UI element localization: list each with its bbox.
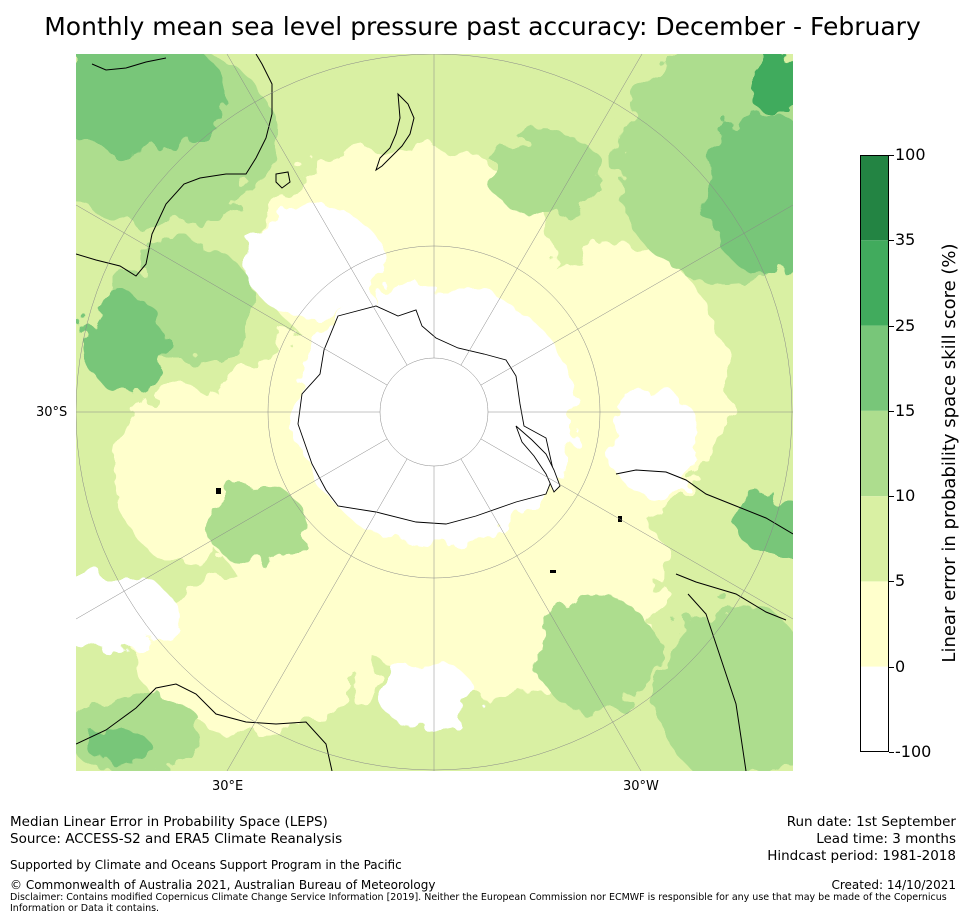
colorbar-border — [860, 155, 889, 752]
lead-time: Lead time: 3 months — [816, 831, 956, 847]
leps-line: Median Linear Error in Probability Space… — [10, 814, 328, 830]
australia-north-coastline — [91, 57, 167, 71]
graticule — [76, 54, 793, 771]
south-america-coastline-2 — [675, 573, 787, 621]
colorbar-tick-mark — [889, 581, 894, 583]
antarctic-peninsula — [515, 425, 561, 493]
colorbar-segment — [860, 581, 889, 667]
colorbar-segment — [860, 155, 889, 241]
south-america-coastline — [615, 469, 793, 535]
colorbar — [860, 155, 889, 752]
colorbar-segment — [860, 410, 889, 497]
colorbar-label: Linear error in probability space skill … — [939, 243, 960, 663]
disclaimer: Disclaimer: Contains modified Copernicus… — [10, 892, 947, 914]
footer-right: Run date: 1st September Lead time: 3 mon… — [767, 814, 956, 865]
lon-label-30e: 30°E — [212, 779, 244, 794]
colorbar-segment — [860, 240, 889, 326]
page-title: Monthly mean sea level pressure past acc… — [44, 12, 921, 41]
colorbar-tick-label: 35 — [895, 230, 916, 250]
africa-coastline — [76, 683, 333, 771]
colorbar-tick-label: 0 — [895, 656, 906, 676]
colorbar-tick-label: 25 — [895, 315, 916, 335]
source-line: Source: ACCESS-S2 and ERA5 Climate Reana… — [10, 831, 343, 847]
colorbar-tick-mark — [889, 752, 894, 753]
island — [550, 570, 556, 573]
australia-coastline — [76, 54, 273, 277]
lon-label-30w: 30°W — [623, 779, 659, 794]
south-america-coastline-3 — [687, 593, 747, 771]
colorbar-svg — [860, 155, 889, 752]
disclaimer-line-2: Information or Data it contains. — [10, 903, 160, 914]
colorbar-tick-label: -100 — [895, 742, 932, 761]
colorbar-tick-label: 5 — [895, 571, 906, 591]
footer-left: Median Linear Error in Probability Space… — [10, 814, 342, 848]
colorbar-tick-label: 10 — [895, 486, 916, 506]
new-zealand-coastline — [375, 92, 415, 172]
colorbar-tick-label: 100 — [895, 145, 926, 164]
created-date: Created: 14/10/2021 — [831, 878, 956, 892]
polar-map — [76, 54, 793, 771]
colorbar-tick-mark — [889, 325, 894, 327]
tasmania-coastline — [275, 171, 291, 189]
island — [216, 488, 221, 494]
map-svg — [76, 54, 793, 771]
colorbar-tick-mark — [889, 240, 894, 242]
colorbar-tick-mark — [889, 155, 894, 156]
colorbar-segment — [860, 666, 889, 752]
hindcast-period: Hindcast period: 1981-2018 — [767, 848, 956, 864]
colorbar-segment — [860, 325, 889, 411]
copyright-line: © Commonwealth of Australia 2021, Austra… — [10, 878, 436, 892]
disclaimer-line-1: Disclaimer: Contains modified Copernicus… — [10, 892, 947, 903]
run-date: Run date: 1st September — [786, 814, 956, 830]
colorbar-tick-mark — [889, 410, 894, 412]
colorbar-tick-mark — [889, 666, 894, 668]
lat-label-30s: 30°S — [36, 405, 68, 420]
support-line: Supported by Climate and Oceans Support … — [10, 858, 402, 872]
colorbar-segment — [860, 496, 889, 582]
colorbar-tick-label: 15 — [895, 400, 916, 420]
colorbar-tick-mark — [889, 496, 894, 498]
